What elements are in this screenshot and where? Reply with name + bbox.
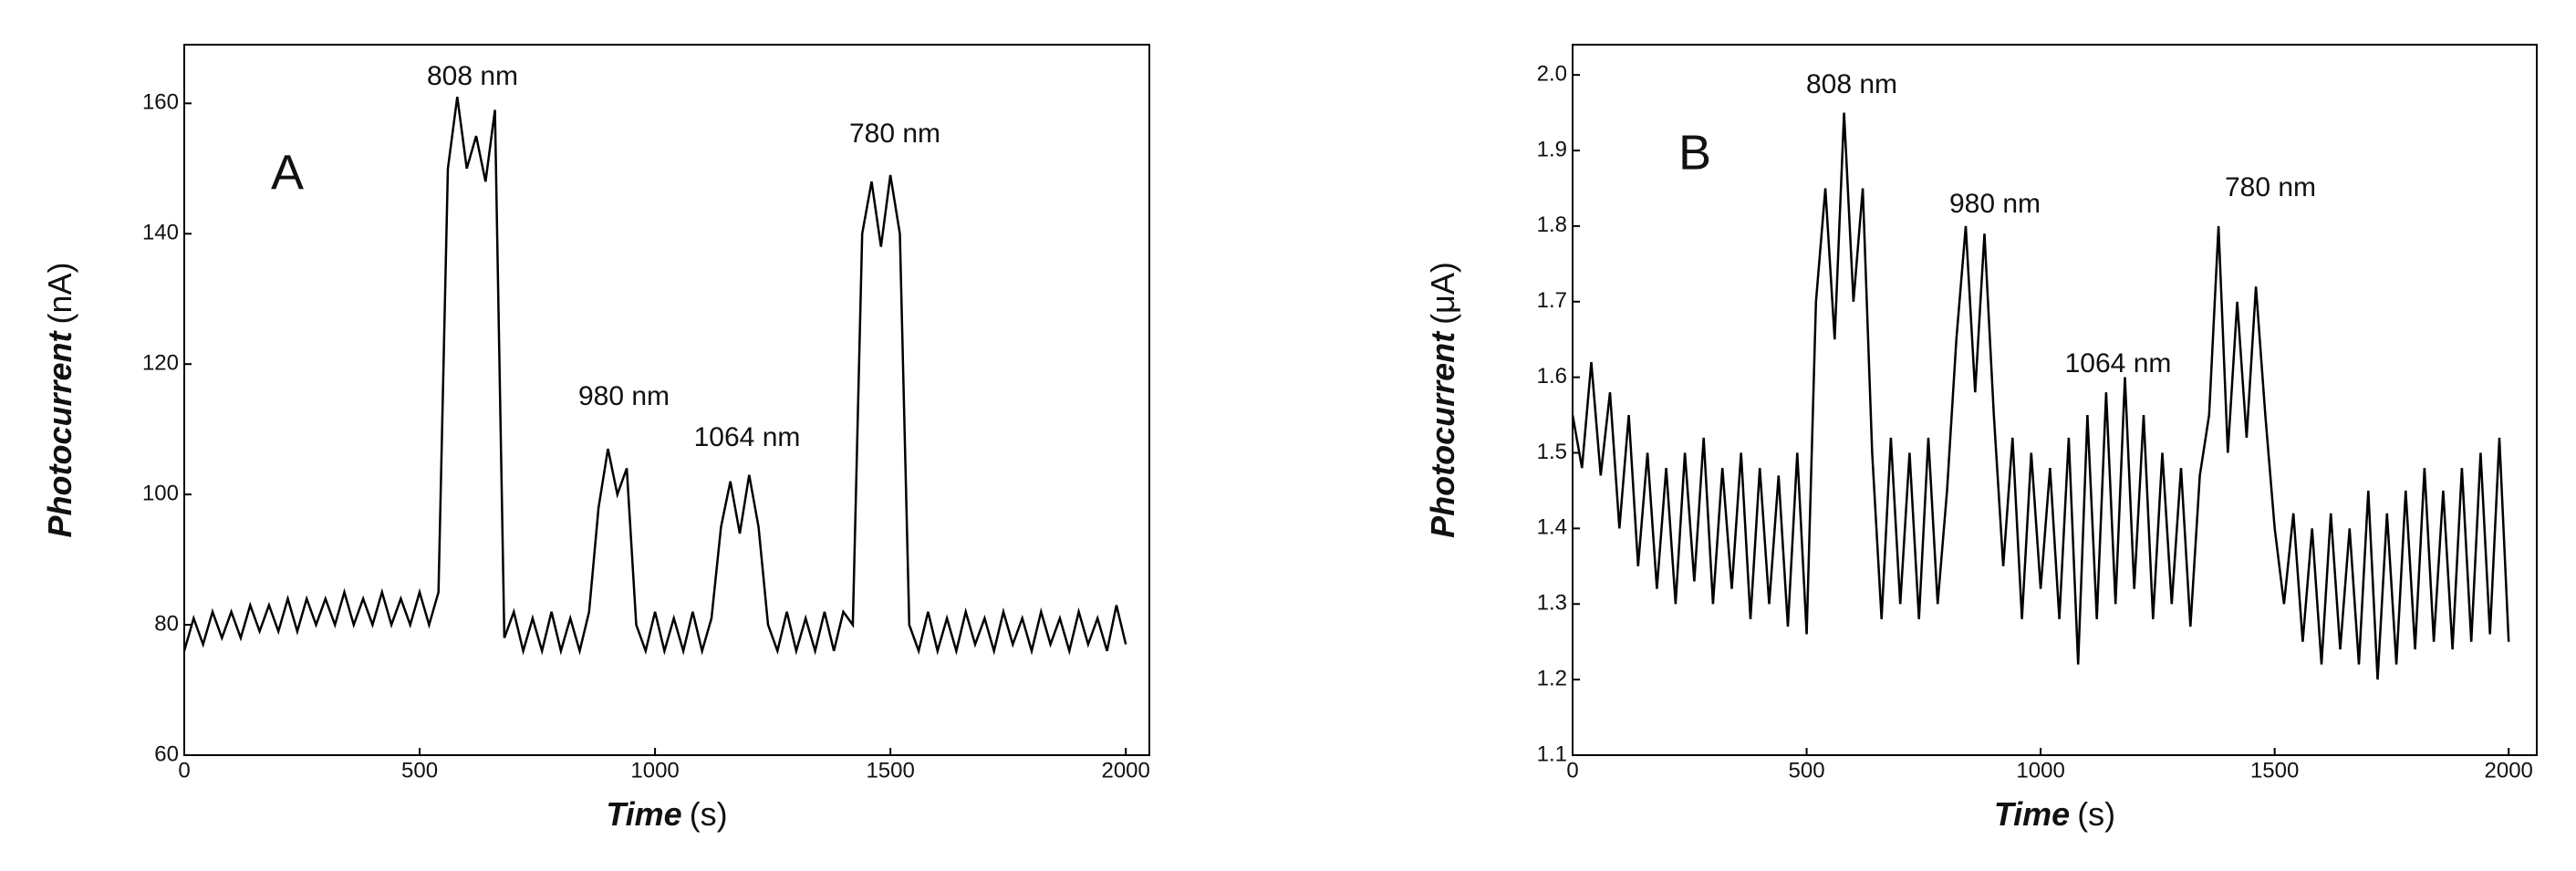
y-axis-title: Photocurrent — [1424, 330, 1461, 538]
y-tick-label: 140 — [142, 221, 179, 245]
peak-annotation: 1064 nm — [2065, 348, 2172, 378]
panel-label: A — [271, 145, 304, 200]
y-tick-label: 1.4 — [1537, 515, 1567, 540]
x-tick-label: 500 — [1789, 758, 1825, 783]
y-tick-label: 60 — [154, 741, 179, 766]
y-tick-label: 1.6 — [1537, 364, 1567, 389]
x-axis-unit: (s) — [690, 795, 728, 833]
chart-panel: 60 80 100 120 140 160 0 500 1000 1500 2000 808 nm 98… — [41, 44, 1150, 833]
peak-annotation: 808 nm — [427, 61, 518, 91]
x-tick-label: 1000 — [630, 758, 679, 783]
y-axis-unit: (nA) — [41, 262, 78, 324]
y-tick-label: 160 — [142, 90, 179, 115]
y-tick-label: 1.9 — [1537, 137, 1567, 161]
peak-annotation: 780 nm — [2225, 172, 2316, 202]
plot-frame — [1572, 44, 2538, 756]
x-axis-unit: (s) — [2077, 795, 2115, 833]
y-tick-label: 2.0 — [1537, 61, 1567, 86]
peak-annotation: 980 nm — [1949, 189, 2041, 219]
chart-panel: 1.1 1.2 1.3 1.4 1.5 1.6 1.7 1.8 1.9 2.0 0 500 1000 15… — [1424, 44, 2538, 833]
y-tick-label: 1.3 — [1537, 591, 1567, 616]
y-tick-label: 1.8 — [1537, 213, 1567, 237]
x-axis-label: Time (s) — [1994, 795, 2115, 833]
panel-label: B — [1678, 125, 1711, 180]
y-tick-label: 1.5 — [1537, 440, 1567, 464]
y-tick-label: 120 — [142, 351, 179, 376]
peak-annotation: 980 nm — [578, 381, 670, 411]
x-axis-title: Time — [1994, 795, 2070, 833]
x-axis-title: Time — [606, 795, 681, 833]
x-tick-label: 2000 — [1101, 758, 1149, 783]
x-tick-label: 0 — [178, 758, 190, 783]
y-axis-unit: (μA) — [1424, 262, 1461, 325]
x-tick-label: 2000 — [2485, 758, 2533, 783]
x-tick-label: 500 — [401, 758, 438, 783]
y-tick-label: 1.7 — [1537, 288, 1567, 313]
y-tick-label: 1.2 — [1537, 666, 1567, 690]
y-axis-label: Photocurrent (μA) — [1424, 262, 1461, 538]
peak-annotation: 808 nm — [1806, 69, 1897, 99]
y-axis-label: Photocurrent (nA) — [41, 262, 78, 537]
x-tick-label: 0 — [1566, 758, 1578, 783]
y-tick-label: 100 — [142, 481, 179, 505]
y-tick-label: 1.1 — [1537, 741, 1567, 766]
x-tick-label: 1500 — [2250, 758, 2299, 783]
x-tick-label: 1500 — [866, 758, 914, 783]
signal-line — [1571, 112, 2510, 680]
x-axis-label: Time (s) — [606, 795, 727, 833]
x-tick-label: 1000 — [2016, 758, 2064, 783]
peak-annotation: 1064 nm — [694, 422, 801, 452]
plot-frame — [183, 44, 1150, 756]
y-axis-title: Photocurrent — [41, 330, 78, 538]
y-tick-label: 80 — [154, 611, 179, 636]
signal-line — [182, 97, 1127, 656]
peak-annotation: 780 nm — [849, 119, 940, 149]
